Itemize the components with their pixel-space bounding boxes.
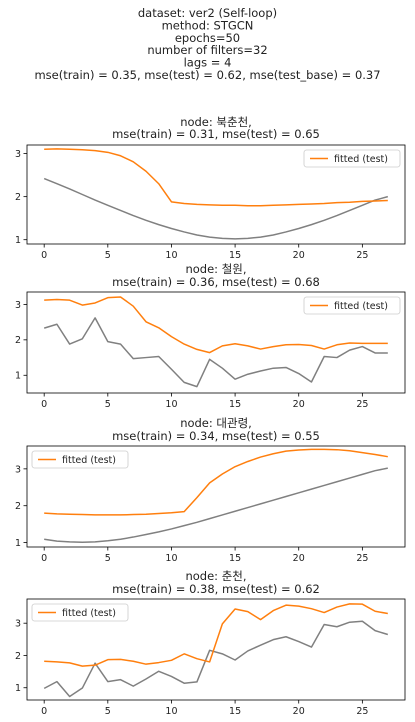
y-tick-label: 1: [15, 683, 21, 694]
legend-label: fitted (test): [334, 154, 388, 165]
x-tick-label: 0: [41, 706, 47, 717]
series-line-fitted-test: [44, 448, 388, 516]
figure-suptitle: dataset: ver2 (Self-loop)method: STGCNep…: [34, 6, 380, 82]
suptitle-line: number of filters=32: [147, 43, 267, 57]
axes-frame: [26, 144, 406, 245]
x-tick-label: 15: [229, 250, 241, 261]
x-tick-label: 20: [293, 399, 305, 410]
y-tick-label: 2: [15, 335, 21, 346]
x-tick-label: 5: [105, 553, 111, 564]
subplot-title-line: node: 춘천,: [185, 569, 246, 583]
y-tick-label: 3: [15, 464, 21, 475]
axes-frame: [26, 598, 406, 701]
y-tick-label: 1: [15, 538, 21, 549]
y-tick-label: 1: [15, 235, 21, 246]
legend-box: [31, 603, 129, 622]
y-tick-label: 3: [15, 149, 21, 160]
legend: fitted (test): [31, 603, 129, 622]
axes-frame: [26, 445, 406, 548]
x-tick-label: 0: [41, 250, 47, 261]
x-tick-label: 25: [356, 250, 368, 261]
legend-box: [303, 149, 401, 168]
suptitle-line: lags = 4: [184, 56, 232, 70]
y-tick-label: 2: [15, 651, 21, 662]
subplot-title-line: node: 철원,: [185, 262, 246, 276]
subplot-title-line: mse(train) = 0.31, mse(test) = 0.65: [112, 127, 320, 141]
suptitle-line: dataset: ver2 (Self-loop): [138, 6, 277, 20]
subplot-panels: node: 북춘천,mse(train) = 0.31, mse(test) =…: [15, 115, 406, 717]
x-tick-label: 10: [165, 250, 177, 261]
series-line-fitted-test: [44, 148, 388, 207]
series-line-observed: [43, 620, 389, 698]
y-tick-label: 2: [15, 192, 21, 203]
series-line-fitted-test: [44, 603, 388, 667]
subplot-title-line: node: 대관령,: [180, 416, 252, 430]
y-tick-label: 3: [15, 619, 21, 630]
x-tick-label: 25: [356, 706, 368, 717]
legend: fitted (test): [303, 149, 401, 168]
subplot-1: node: 북춘천,mse(train) = 0.31, mse(test) =…: [15, 115, 406, 261]
x-tick-label: 10: [165, 706, 177, 717]
x-tick-label: 25: [356, 553, 368, 564]
suptitle-line: epochs=50: [175, 31, 240, 45]
legend-box: [31, 450, 129, 469]
x-tick-label: 25: [356, 399, 368, 410]
x-tick-label: 0: [41, 553, 47, 564]
legend-label: fitted (test): [62, 608, 116, 619]
legend-label: fitted (test): [62, 455, 116, 466]
x-tick-label: 10: [165, 553, 177, 564]
x-tick-label: 20: [293, 706, 305, 717]
subplot-title-line: mse(train) = 0.36, mse(test) = 0.68: [112, 275, 320, 289]
x-tick-label: 20: [293, 250, 305, 261]
subplot-title-line: mse(train) = 0.34, mse(test) = 0.55: [112, 429, 320, 443]
x-tick-label: 5: [105, 399, 111, 410]
x-tick-label: 15: [229, 706, 241, 717]
y-tick-label: 3: [15, 300, 21, 311]
y-tick-label: 2: [15, 501, 21, 512]
x-tick-label: 15: [229, 399, 241, 410]
legend-box: [303, 296, 401, 315]
x-tick-label: 5: [105, 706, 111, 717]
subplot-title-line: node: 북춘천,: [180, 115, 252, 129]
x-tick-label: 10: [165, 399, 177, 410]
series-line-observed: [43, 177, 389, 240]
y-tick-label: 1: [15, 371, 21, 382]
axes-frame: [26, 291, 406, 394]
x-tick-label: 0: [41, 399, 47, 410]
suptitle-line: method: STGCN: [162, 18, 254, 32]
subplot-3: node: 대관령,mse(train) = 0.34, mse(test) =…: [15, 416, 406, 564]
x-tick-label: 20: [293, 553, 305, 564]
subplot-title-line: mse(train) = 0.38, mse(test) = 0.62: [112, 582, 320, 596]
series-line-observed: [44, 467, 388, 543]
subplot-2: node: 철원,mse(train) = 0.36, mse(test) = …: [15, 262, 406, 410]
x-tick-label: 15: [229, 553, 241, 564]
suptitle-line: mse(train) = 0.35, mse(test) = 0.62, mse…: [34, 68, 380, 82]
legend-label: fitted (test): [334, 301, 388, 312]
series-line-fitted-test: [44, 296, 388, 354]
legend: fitted (test): [31, 450, 129, 469]
series-line-observed: [43, 317, 388, 388]
legend: fitted (test): [303, 296, 401, 315]
x-tick-label: 5: [105, 250, 111, 261]
subplot-4: node: 춘천,mse(train) = 0.38, mse(test) = …: [15, 569, 406, 717]
